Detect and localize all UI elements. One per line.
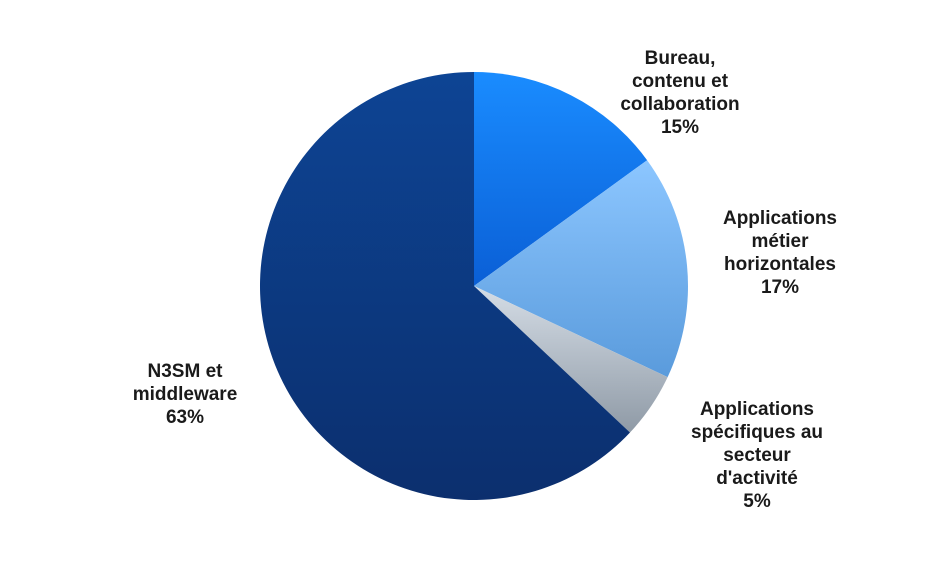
slice-label-line: secteur [723,445,791,466]
slice-label-line: métier [751,231,809,252]
slice-label-bureau: Bureau, contenu et collaboration 15% [600,47,760,139]
pie-slice-n3sm [259,72,630,500]
slice-label-n3sm: N3SM et middleware 63% [100,360,270,429]
pie-slice-applications-metier [474,160,689,378]
slice-value-label: 63% [165,407,205,428]
slice-label-line: collaboration [620,94,740,115]
slice-value-label: 5% [743,491,771,512]
slice-label-line: horizontales [724,254,836,275]
slice-label-line: middleware [132,384,238,405]
slice-label-applications-specifiques: Applications spécifiques au secteur d'activ… [672,398,842,513]
pie-slice-applications-specifiques [474,286,668,433]
slice-label-line: N3SM et [147,361,223,382]
slice-label-line: contenu et [631,71,729,92]
slice-value-label: 15% [660,117,700,138]
slice-label-applications-metier: Applications métier horizontales 17% [700,207,860,299]
slice-label-line: d'activité [716,468,798,489]
slice-label-line: Applications [699,399,814,420]
slice-label-line: Bureau, [644,48,716,69]
pie-slice-bureau [474,72,648,286]
slice-value-label: 17% [760,277,800,298]
slice-label-line: spécifiques au [691,422,823,443]
slice-label-line: Applications [722,208,837,229]
